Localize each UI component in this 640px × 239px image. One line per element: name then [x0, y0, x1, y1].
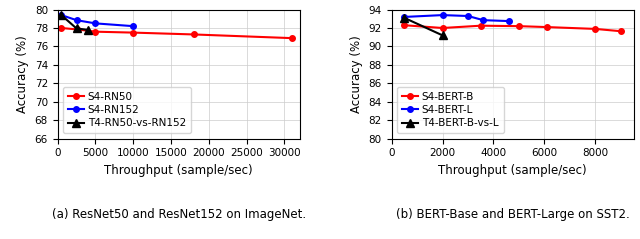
Line: S4-BERT-L: S4-BERT-L [401, 12, 511, 24]
S4-BERT-L [505, 20, 513, 22]
S4-RN152 [129, 25, 137, 27]
S4-BERT-B [543, 26, 551, 28]
S4-RN152 [73, 19, 81, 22]
S4-RN50 [92, 30, 99, 33]
S4-RN50 [190, 33, 198, 36]
S4-RN50 [73, 28, 81, 31]
S4-BERT-B [591, 27, 599, 30]
S4-BERT-B [438, 27, 446, 29]
S4-BERT-B [617, 30, 625, 33]
S4-RN50 [288, 37, 296, 40]
Line: S4-RN152: S4-RN152 [59, 12, 136, 29]
S4-BERT-L [479, 19, 487, 22]
Y-axis label: Accuracy (%): Accuracy (%) [350, 35, 363, 113]
Legend: S4-RN50, S4-RN152, T4-RN50-vs-RN152: S4-RN50, S4-RN152, T4-RN50-vs-RN152 [63, 87, 191, 133]
X-axis label: Throughput (sample/sec): Throughput (sample/sec) [104, 164, 253, 177]
Y-axis label: Accuracy (%): Accuracy (%) [16, 35, 29, 113]
T4-RN50-vs-RN152 [58, 14, 65, 16]
X-axis label: Throughput (sample/sec): Throughput (sample/sec) [438, 164, 587, 177]
S4-BERT-L [438, 14, 446, 16]
T4-BERT-B-vs-L [438, 34, 446, 37]
Text: (a) ResNet50 and ResNet152 on ImageNet.: (a) ResNet50 and ResNet152 on ImageNet. [52, 208, 306, 221]
Text: (b) BERT-Base and BERT-Large on SST2.: (b) BERT-Base and BERT-Large on SST2. [396, 208, 630, 221]
S4-BERT-B [515, 25, 523, 27]
T4-RN50-vs-RN152 [73, 27, 81, 30]
S4-RN50 [58, 27, 65, 29]
Legend: S4-BERT-B, S4-BERT-L, T4-BERT-B-vs-L: S4-BERT-B, S4-BERT-L, T4-BERT-B-vs-L [397, 87, 504, 133]
Line: S4-BERT-B: S4-BERT-B [401, 22, 623, 34]
S4-BERT-B [477, 24, 484, 27]
S4-RN50 [129, 31, 137, 34]
Line: T4-RN50-vs-RN152: T4-RN50-vs-RN152 [57, 11, 92, 34]
Line: S4-RN50: S4-RN50 [59, 25, 295, 41]
S4-BERT-B [401, 24, 408, 27]
S4-BERT-L [401, 16, 408, 18]
T4-BERT-B-vs-L [401, 16, 408, 19]
Line: T4-BERT-B-vs-L: T4-BERT-B-vs-L [400, 14, 447, 39]
S4-RN152 [92, 22, 99, 25]
S4-BERT-L [464, 15, 472, 17]
S4-RN152 [58, 14, 65, 16]
T4-RN50-vs-RN152 [84, 28, 92, 31]
